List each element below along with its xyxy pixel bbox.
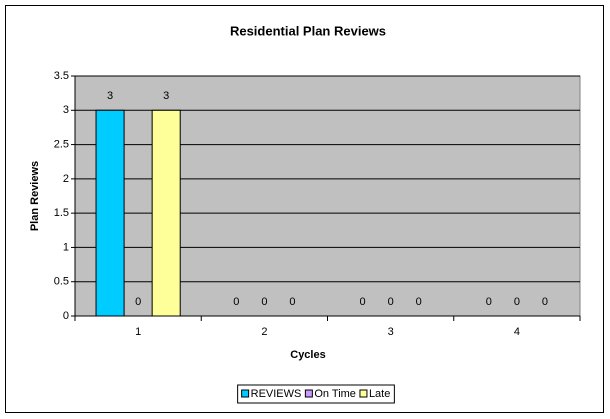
data-label: 0 bbox=[135, 296, 141, 308]
bar bbox=[151, 109, 181, 317]
data-label: 0 bbox=[514, 296, 520, 308]
data-label: 0 bbox=[388, 296, 394, 308]
x-axis-label: Cycles bbox=[290, 349, 325, 361]
y-axis-label: Plan Reviews bbox=[29, 161, 41, 231]
legend-swatch bbox=[304, 389, 313, 398]
legend-swatch bbox=[241, 389, 250, 398]
y-tick-label: 2.5 bbox=[54, 138, 69, 150]
legend bbox=[237, 384, 395, 404]
data-label: 0 bbox=[542, 296, 548, 308]
y-tick-label: 0 bbox=[63, 310, 69, 322]
data-label: 0 bbox=[233, 296, 239, 308]
data-label: 0 bbox=[416, 296, 422, 308]
data-label: 3 bbox=[163, 90, 169, 102]
data-label: 0 bbox=[486, 296, 492, 308]
x-tick-label: 3 bbox=[388, 326, 394, 338]
data-label: 3 bbox=[107, 90, 113, 102]
legend-label: Late bbox=[369, 388, 390, 400]
bar bbox=[95, 109, 125, 317]
x-tick-label: 4 bbox=[514, 326, 520, 338]
x-tick-label: 2 bbox=[261, 326, 267, 338]
x-tick-label: 1 bbox=[135, 326, 141, 338]
plot-area bbox=[74, 75, 581, 317]
y-tick-label: 0.5 bbox=[54, 276, 69, 288]
data-label: 0 bbox=[360, 296, 366, 308]
legend-swatch bbox=[359, 389, 368, 398]
legend-label: REVIEWS bbox=[251, 388, 302, 400]
y-tick-label: 1 bbox=[63, 241, 69, 253]
y-tick-label: 1.5 bbox=[54, 207, 69, 219]
y-tick-label: 2 bbox=[63, 173, 69, 185]
data-label: 0 bbox=[289, 296, 295, 308]
chart-title: Residential Plan Reviews bbox=[230, 23, 386, 38]
legend-label: On Time bbox=[314, 388, 356, 400]
y-tick-label: 3.5 bbox=[54, 70, 69, 82]
data-label: 0 bbox=[261, 296, 267, 308]
y-tick-label: 3 bbox=[63, 104, 69, 116]
